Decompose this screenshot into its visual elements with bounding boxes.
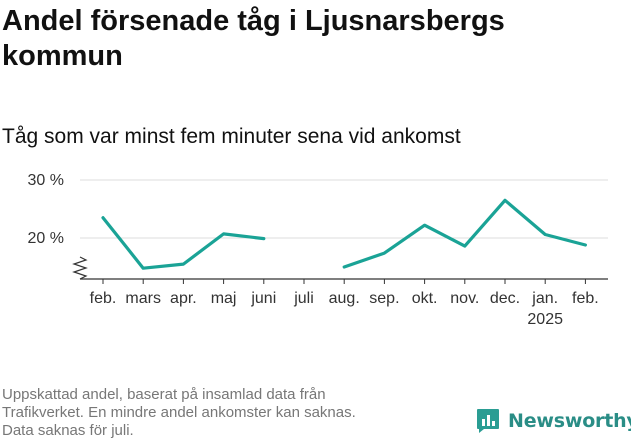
x-tick-label: nov. [450, 290, 479, 307]
x-tick-label: sep. [369, 290, 399, 307]
x-tick-label: feb. [90, 290, 117, 307]
series-line [103, 200, 585, 268]
chart-title: Andel försenade tåg i Ljusnarsbergs komm… [2, 4, 612, 74]
footnote-line: Data saknas för juli. [2, 422, 134, 439]
y-tick-label: 20 % [28, 230, 64, 247]
chart-subtitle: Tåg som var minst fem minuter sena vid a… [2, 124, 461, 150]
x-tick-label: juli [293, 290, 314, 307]
x-tick-label: mars [125, 290, 161, 307]
grid [80, 180, 608, 238]
y-axis-ticks: 20 % 30 % [28, 172, 64, 247]
newsworthy-logo: Newsworthy [476, 408, 631, 434]
bar-chart-logo-icon [476, 408, 500, 434]
footnote: Uppskattad andel, baserat på insamlad da… [2, 386, 442, 440]
y-tick-label: 30 % [28, 172, 64, 189]
x-tick-label: okt. [412, 290, 438, 307]
x-tick-label: juni [250, 290, 276, 307]
x-tick-label: aug. [329, 290, 360, 307]
axis-break-icon [74, 257, 86, 279]
x-tick-label: maj [211, 290, 237, 307]
brand-name: Newsworthy [508, 410, 631, 432]
x-tick-label: dec. [490, 290, 520, 307]
footnote-line: Uppskattad andel, baserat på insamlad da… [2, 386, 326, 403]
series [103, 200, 586, 268]
footnote-line: Trafikverket. En mindre andel ankomster … [2, 404, 356, 421]
x-tick-label: jan. [531, 290, 558, 307]
x-tick-label: feb. [572, 290, 599, 307]
x-year-label: 2025 [527, 311, 563, 328]
x-tick-label: apr. [170, 290, 197, 307]
